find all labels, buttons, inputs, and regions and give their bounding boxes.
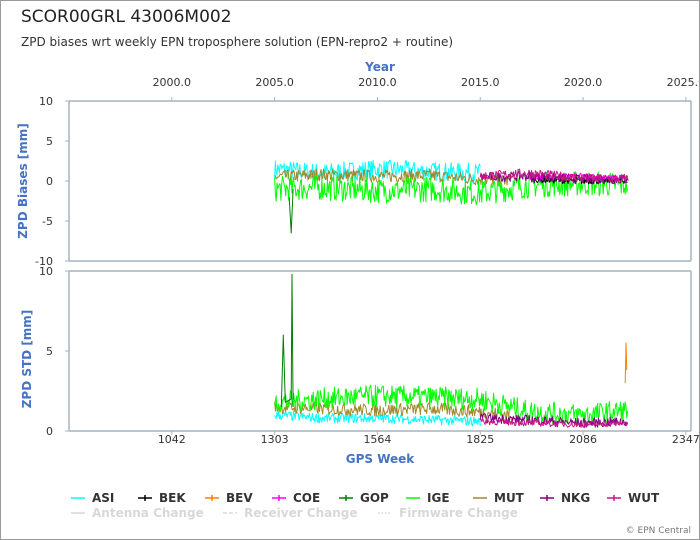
credit-text: © EPN Central	[625, 526, 691, 536]
top-axis-title: Year	[364, 60, 395, 74]
std-series-bev	[624, 342, 628, 384]
legend-label-asi: ASI	[92, 491, 114, 505]
legend-event-label: Antenna Change	[92, 506, 204, 520]
std-bottom-xtick-label: 2347	[672, 433, 699, 446]
bias-series-asi	[274, 159, 481, 183]
bias-top-xtick-label: 2000.0	[153, 76, 192, 89]
bias-top-xtick-label: 2010.0	[358, 76, 397, 89]
bias-ytick-label: -10	[35, 255, 53, 268]
chart-title: SCOR00GRL 43006M002	[21, 7, 232, 27]
legend-label-wut: WUT	[628, 491, 660, 505]
std-series-wut	[479, 417, 628, 429]
bias-panel: 10 5 0 -5 -10 2000.0 2005.0 2010.0 2015.0 2020.0 2…	[35, 76, 699, 268]
legend-event-label: Receiver Change	[244, 506, 358, 520]
bias-y-axis-label: ZPD Biases [mm]	[16, 123, 30, 239]
legend-label-ige: IGE	[427, 491, 450, 505]
bias-series-mut	[274, 168, 510, 187]
std-bottom-xtick-label: 1564	[363, 433, 391, 446]
std-ytick-label: 0	[46, 425, 53, 438]
std-series-mut	[274, 401, 510, 421]
bias-top-xtick-label: 2005.0	[255, 76, 294, 89]
std-bottom-xtick-label: 1825	[466, 433, 494, 446]
bias-top-xtick-label: 2020.0	[564, 76, 603, 89]
std-bottom-xtick-label: 1042	[158, 433, 186, 446]
std-bottom-xtick-label: 1303	[261, 433, 289, 446]
legend: ASI BEK BEV COE GOP IGE MUT NKG WUT Antenna Chang…	[71, 491, 660, 520]
std-series-ige	[274, 384, 629, 425]
axis-titles: Year GPS Week ZPD Biases [mm] ZPD STD [m…	[16, 60, 415, 466]
legend-label-gop: GOP	[360, 491, 389, 505]
bias-top-xtick-label: 2015.0	[461, 76, 500, 89]
std-y-axis-label: ZPD STD [mm]	[20, 310, 34, 409]
chart-subtitle: ZPD biases wrt weekly EPN troposphere so…	[21, 35, 454, 49]
legend-label-coe: COE	[293, 491, 320, 505]
bias-ytick-label: 0	[46, 175, 53, 188]
std-ytick-label: 5	[46, 345, 53, 358]
std-series-gop	[280, 273, 294, 408]
legend-label-nkg: NKG	[561, 491, 590, 505]
bottom-axis-title: GPS Week	[346, 452, 416, 466]
bias-ytick-label: -5	[42, 215, 53, 228]
bias-series-gop	[288, 188, 294, 234]
legend-label-bek: BEK	[159, 491, 186, 505]
bias-ytick-label: 5	[46, 135, 53, 148]
bias-top-xtick-label: 2025.0	[667, 76, 699, 89]
legend-label-bev: BEV	[226, 491, 253, 505]
std-series-asi	[274, 411, 481, 427]
bias-ytick-label: 10	[39, 95, 53, 108]
std-bottom-xtick-label: 2086	[569, 433, 597, 446]
bias-series-wut	[479, 168, 629, 183]
std-panel: 10 5 0 1042 1303 1564 1825 2086 2347	[39, 265, 699, 446]
std-ytick-label: 10	[39, 265, 53, 278]
legend-label-mut: MUT	[494, 491, 525, 505]
legend-event-label: Firmware Change	[399, 506, 518, 520]
